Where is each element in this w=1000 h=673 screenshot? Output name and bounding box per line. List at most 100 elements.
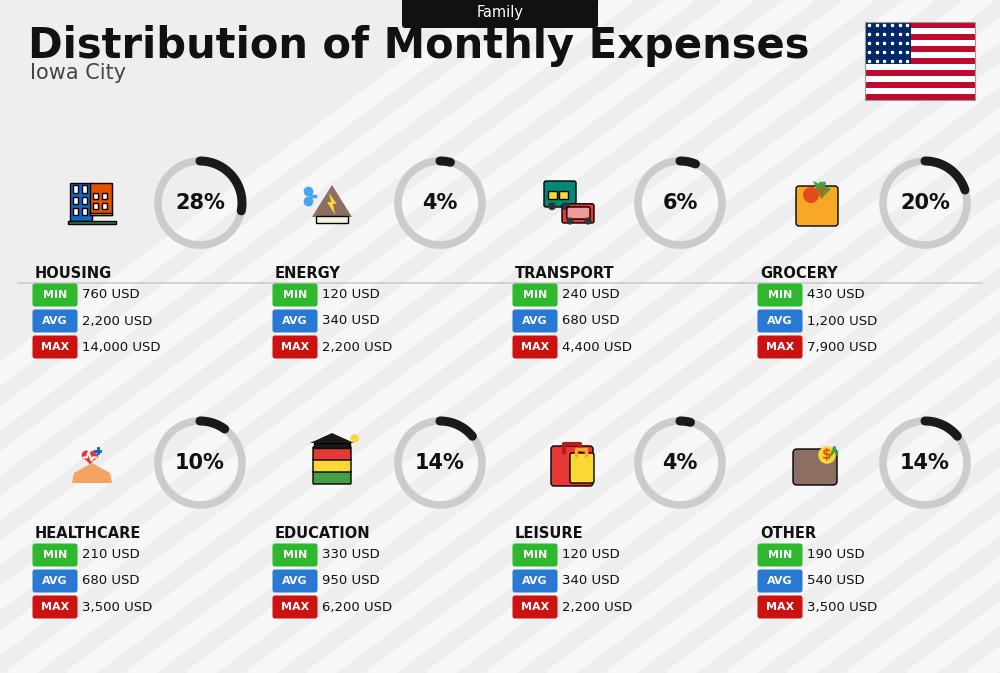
FancyBboxPatch shape [570, 453, 594, 483]
FancyBboxPatch shape [512, 596, 558, 618]
Text: 7,900 USD: 7,900 USD [807, 341, 877, 353]
Text: 2,200 USD: 2,200 USD [322, 341, 392, 353]
FancyBboxPatch shape [32, 569, 78, 592]
Text: MAX: MAX [281, 342, 309, 352]
Text: 6%: 6% [662, 193, 698, 213]
FancyBboxPatch shape [865, 58, 975, 64]
FancyBboxPatch shape [512, 336, 558, 359]
FancyBboxPatch shape [758, 336, 802, 359]
FancyBboxPatch shape [70, 221, 92, 223]
FancyBboxPatch shape [865, 70, 975, 76]
Text: MAX: MAX [281, 602, 309, 612]
FancyBboxPatch shape [865, 64, 975, 70]
FancyBboxPatch shape [758, 310, 802, 332]
Text: 950 USD: 950 USD [322, 575, 380, 588]
Text: MIN: MIN [523, 290, 547, 300]
FancyBboxPatch shape [512, 544, 558, 567]
FancyBboxPatch shape [32, 596, 78, 618]
FancyBboxPatch shape [73, 197, 78, 204]
Text: 120 USD: 120 USD [322, 289, 380, 302]
Text: 680 USD: 680 USD [82, 575, 140, 588]
FancyBboxPatch shape [865, 52, 975, 58]
Circle shape [566, 217, 574, 225]
Polygon shape [72, 463, 112, 483]
Text: 430 USD: 430 USD [807, 289, 865, 302]
Text: 210 USD: 210 USD [82, 548, 140, 561]
Text: 14,000 USD: 14,000 USD [82, 341, 160, 353]
FancyBboxPatch shape [512, 283, 558, 306]
Circle shape [94, 448, 101, 454]
FancyBboxPatch shape [562, 204, 594, 223]
FancyBboxPatch shape [559, 191, 568, 199]
Text: 4%: 4% [662, 453, 698, 473]
Text: Family: Family [477, 5, 524, 20]
Polygon shape [813, 181, 831, 199]
Text: MIN: MIN [768, 550, 792, 560]
FancyBboxPatch shape [32, 310, 78, 332]
Text: AVG: AVG [282, 316, 308, 326]
FancyBboxPatch shape [93, 203, 98, 209]
FancyBboxPatch shape [272, 596, 318, 618]
Text: MAX: MAX [521, 342, 549, 352]
FancyBboxPatch shape [865, 94, 975, 100]
Text: Distribution of Monthly Expenses: Distribution of Monthly Expenses [28, 25, 810, 67]
FancyBboxPatch shape [93, 192, 98, 199]
Circle shape [548, 202, 556, 210]
Text: Iowa City: Iowa City [30, 63, 126, 83]
Circle shape [82, 451, 91, 460]
Text: 2,200 USD: 2,200 USD [82, 314, 152, 328]
FancyBboxPatch shape [82, 185, 87, 192]
Text: AVG: AVG [767, 576, 793, 586]
FancyBboxPatch shape [567, 207, 590, 219]
FancyBboxPatch shape [272, 283, 318, 306]
FancyBboxPatch shape [73, 185, 78, 192]
Text: AVG: AVG [42, 576, 68, 586]
Text: 760 USD: 760 USD [82, 289, 140, 302]
FancyBboxPatch shape [865, 40, 975, 46]
FancyBboxPatch shape [272, 336, 318, 359]
Circle shape [803, 187, 819, 203]
Text: MAX: MAX [41, 602, 69, 612]
Text: 3,500 USD: 3,500 USD [82, 600, 152, 614]
Text: ENERGY: ENERGY [275, 266, 341, 281]
FancyBboxPatch shape [68, 221, 116, 224]
FancyBboxPatch shape [102, 192, 107, 199]
FancyBboxPatch shape [548, 191, 557, 199]
FancyBboxPatch shape [551, 446, 593, 486]
Text: AVG: AVG [522, 576, 548, 586]
Text: MAX: MAX [766, 342, 794, 352]
Text: MIN: MIN [283, 290, 307, 300]
Circle shape [562, 202, 570, 210]
Text: AVG: AVG [767, 316, 793, 326]
FancyBboxPatch shape [313, 471, 351, 484]
Text: $: $ [822, 448, 832, 462]
FancyBboxPatch shape [512, 569, 558, 592]
Text: AVG: AVG [522, 316, 548, 326]
FancyBboxPatch shape [272, 310, 318, 332]
FancyBboxPatch shape [82, 197, 87, 204]
Text: AVG: AVG [282, 576, 308, 586]
FancyBboxPatch shape [865, 22, 975, 28]
Text: OTHER: OTHER [760, 526, 816, 541]
Text: 6,200 USD: 6,200 USD [322, 600, 392, 614]
FancyBboxPatch shape [865, 22, 911, 64]
FancyBboxPatch shape [865, 34, 975, 40]
Text: 4,400 USD: 4,400 USD [562, 341, 632, 353]
Polygon shape [327, 193, 337, 215]
Text: 340 USD: 340 USD [562, 575, 620, 588]
FancyBboxPatch shape [32, 336, 78, 359]
FancyBboxPatch shape [314, 443, 350, 448]
Text: 1,200 USD: 1,200 USD [807, 314, 877, 328]
Text: HEALTHCARE: HEALTHCARE [35, 526, 141, 541]
FancyBboxPatch shape [313, 459, 351, 472]
Polygon shape [310, 433, 354, 443]
Text: 2,200 USD: 2,200 USD [562, 600, 632, 614]
Text: 14%: 14% [415, 453, 465, 473]
FancyBboxPatch shape [32, 283, 78, 306]
FancyBboxPatch shape [758, 569, 802, 592]
FancyBboxPatch shape [865, 46, 975, 52]
Circle shape [818, 446, 836, 464]
Text: AVG: AVG [42, 316, 68, 326]
FancyBboxPatch shape [272, 544, 318, 567]
Text: HOUSING: HOUSING [35, 266, 112, 281]
